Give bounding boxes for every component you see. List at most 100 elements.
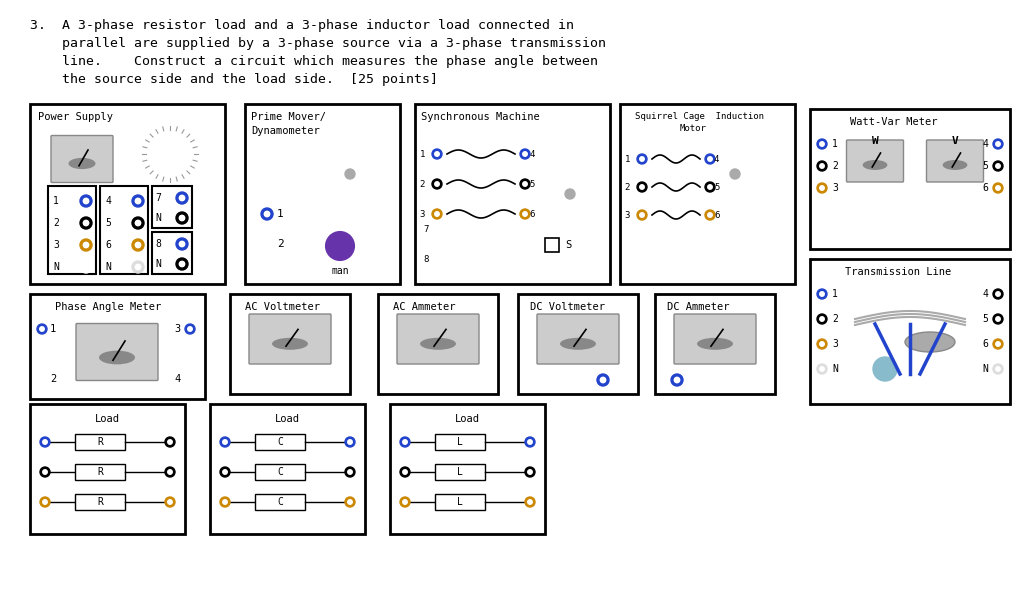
Text: 4: 4 xyxy=(529,149,535,158)
Text: C: C xyxy=(278,497,283,507)
Text: L: L xyxy=(457,437,463,447)
Circle shape xyxy=(435,182,439,186)
Text: N: N xyxy=(155,259,161,269)
Circle shape xyxy=(432,209,442,219)
Circle shape xyxy=(746,374,759,386)
Circle shape xyxy=(185,324,195,334)
Circle shape xyxy=(309,374,321,386)
Circle shape xyxy=(817,161,827,171)
Circle shape xyxy=(223,470,227,474)
Circle shape xyxy=(168,500,172,504)
Circle shape xyxy=(527,470,532,474)
Circle shape xyxy=(165,467,175,477)
Text: 8: 8 xyxy=(155,239,161,249)
Text: 2: 2 xyxy=(420,179,425,188)
Circle shape xyxy=(40,437,50,447)
Circle shape xyxy=(817,139,827,149)
Circle shape xyxy=(132,217,144,229)
Circle shape xyxy=(637,154,647,164)
Text: 3.  A 3-phase resistor load and a 3-phase inductor load connected in: 3. A 3-phase resistor load and a 3-phase… xyxy=(30,19,574,32)
Circle shape xyxy=(993,183,1002,193)
Text: the source side and the load side.  [25 points]: the source side and the load side. [25 p… xyxy=(30,73,438,86)
Text: 1: 1 xyxy=(50,324,56,334)
Bar xyxy=(30,404,185,534)
Circle shape xyxy=(527,500,532,504)
FancyBboxPatch shape xyxy=(847,140,903,182)
Text: R: R xyxy=(97,497,103,507)
Text: Dynamometer: Dynamometer xyxy=(251,126,319,136)
Text: L: L xyxy=(457,467,463,477)
Circle shape xyxy=(348,440,352,445)
Circle shape xyxy=(43,440,47,445)
Text: N: N xyxy=(831,364,838,374)
Circle shape xyxy=(820,142,824,146)
Circle shape xyxy=(817,364,827,374)
Circle shape xyxy=(37,324,47,334)
Text: 3: 3 xyxy=(831,339,838,349)
Bar xyxy=(245,104,400,284)
Circle shape xyxy=(637,182,647,192)
Bar xyxy=(390,404,545,534)
Text: R: R xyxy=(97,467,103,477)
Circle shape xyxy=(640,157,644,161)
Circle shape xyxy=(600,377,606,383)
Text: 3: 3 xyxy=(53,240,58,250)
Circle shape xyxy=(817,314,827,324)
Circle shape xyxy=(993,289,1002,299)
Text: 2: 2 xyxy=(831,161,838,171)
Circle shape xyxy=(132,261,144,273)
Circle shape xyxy=(522,152,527,156)
FancyBboxPatch shape xyxy=(51,136,113,182)
Circle shape xyxy=(345,497,355,507)
Circle shape xyxy=(402,500,408,504)
Text: 1: 1 xyxy=(53,196,58,206)
Circle shape xyxy=(83,220,89,226)
FancyBboxPatch shape xyxy=(537,314,618,364)
Text: Load: Load xyxy=(94,414,120,424)
Circle shape xyxy=(83,198,89,204)
Circle shape xyxy=(995,164,1000,168)
Text: 6: 6 xyxy=(105,240,111,250)
Text: 6: 6 xyxy=(714,211,720,219)
Bar xyxy=(435,464,485,480)
Text: 3: 3 xyxy=(420,209,425,219)
Circle shape xyxy=(135,243,140,247)
Circle shape xyxy=(345,437,355,447)
Bar xyxy=(545,238,559,252)
Circle shape xyxy=(993,139,1002,149)
FancyBboxPatch shape xyxy=(674,314,756,364)
Text: 8: 8 xyxy=(424,254,429,263)
Ellipse shape xyxy=(943,160,968,170)
Circle shape xyxy=(176,192,188,204)
Circle shape xyxy=(522,182,527,186)
Text: Phase Angle Meter: Phase Angle Meter xyxy=(55,302,161,312)
Text: N: N xyxy=(105,262,111,272)
Circle shape xyxy=(264,211,269,217)
Circle shape xyxy=(671,374,683,386)
Circle shape xyxy=(995,342,1000,346)
Text: 5: 5 xyxy=(529,179,535,188)
Circle shape xyxy=(185,374,195,384)
FancyBboxPatch shape xyxy=(927,140,983,182)
Circle shape xyxy=(674,377,680,383)
Circle shape xyxy=(402,470,408,474)
Text: V: V xyxy=(951,136,958,146)
Circle shape xyxy=(522,212,527,216)
Circle shape xyxy=(132,239,144,251)
Ellipse shape xyxy=(697,338,733,350)
Circle shape xyxy=(995,317,1000,321)
Text: 3: 3 xyxy=(175,324,181,334)
Bar xyxy=(415,104,610,284)
Circle shape xyxy=(220,437,230,447)
Ellipse shape xyxy=(420,338,456,350)
Circle shape xyxy=(83,243,89,247)
Circle shape xyxy=(820,186,824,190)
Ellipse shape xyxy=(272,338,308,350)
Text: Load: Load xyxy=(455,414,479,424)
Circle shape xyxy=(40,497,50,507)
Circle shape xyxy=(394,374,406,386)
Text: Load: Load xyxy=(274,414,299,424)
Circle shape xyxy=(520,149,530,159)
Circle shape xyxy=(432,179,442,189)
Text: 1: 1 xyxy=(831,139,838,149)
